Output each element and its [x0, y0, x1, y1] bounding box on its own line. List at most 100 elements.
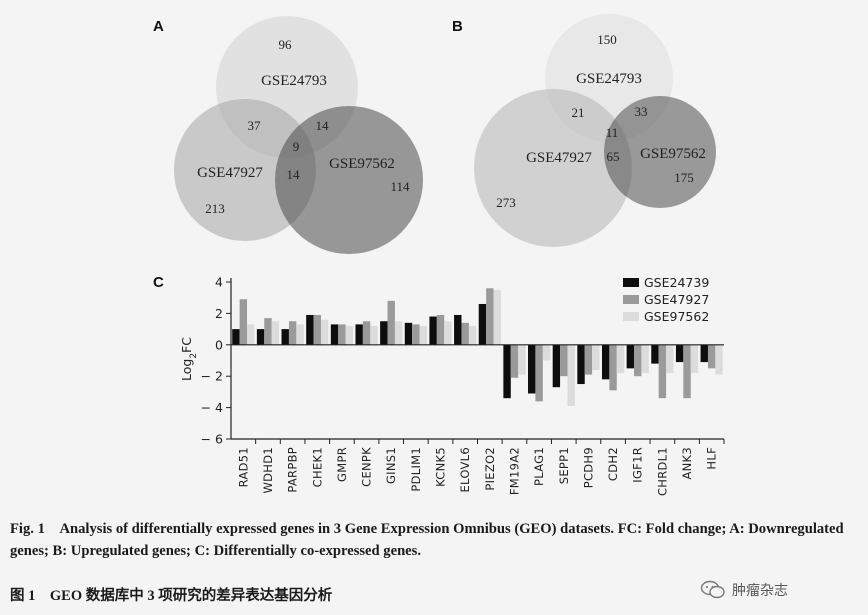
- y-tick-label: 2: [215, 306, 223, 321]
- figure-caption: Fig. 1 Analysis of differentially expres…: [10, 518, 862, 562]
- panel-label-c: C: [153, 274, 164, 291]
- bar-gse97562-chek1: [320, 319, 329, 345]
- watermark: 肿瘤杂志: [700, 577, 788, 603]
- bar-gse24739-cdh2: [601, 344, 610, 380]
- bar-gse47927-elovl6: [461, 322, 469, 345]
- caption-fig-label: Fig. 1: [10, 521, 45, 537]
- venn-a-count-24793-only: 96: [279, 37, 293, 52]
- legend-label-gse97562: GSE97562: [644, 309, 709, 324]
- venn-a-count-97562-only: 114: [390, 179, 410, 194]
- venn-a-count-24793-97562: 14: [316, 118, 330, 133]
- bar-gse97562-kcnk5: [444, 321, 452, 345]
- bar-gse24739-piezo2: [478, 303, 487, 345]
- bar-gse97562-igf1r: [641, 344, 649, 374]
- bar-gse47927-gins1: [387, 300, 395, 345]
- bar-gse97562-hlf: [715, 344, 723, 375]
- bar-gse97562-fm19a2: [518, 344, 526, 375]
- venn-a-label-gse97562: GSE97562: [329, 156, 395, 172]
- bar-gse24739-parpbp: [281, 329, 289, 345]
- bar-gse47927-parpbp: [288, 321, 297, 345]
- bar-gse97562-piezo2: [493, 289, 501, 345]
- bar-gse97562-parpbp: [296, 324, 304, 345]
- bar-gse47927-chrdl1: [658, 344, 667, 399]
- bar-gse97562-ank3: [690, 344, 699, 374]
- bar-gse47927-wdhd1: [264, 318, 272, 345]
- legend-swatch-gse97562: [623, 312, 639, 321]
- venn-a-count-47927-only: 213: [205, 201, 225, 216]
- bar-gse47927-sepp1: [560, 344, 568, 377]
- legend-label-gse47927: GSE47927: [644, 292, 709, 307]
- y-tick-label: − 6: [201, 432, 223, 447]
- bar-gse24739-hlf: [700, 344, 708, 363]
- bar-gse47927-fm19a2: [510, 344, 519, 378]
- venn-b-count-47927-97562: 65: [607, 149, 620, 164]
- bar-gse47927-cenpk: [362, 321, 371, 345]
- y-tick-label: 0: [215, 337, 223, 352]
- venn-a-label-gse47927: GSE47927: [197, 165, 263, 181]
- caption-text: Analysis of differentially expressed gen…: [10, 521, 844, 559]
- bar-gse24739-wdhd1: [256, 329, 265, 345]
- venn-a-count-all: 9: [293, 139, 300, 154]
- venn-a-count-24793-47927: 37: [248, 118, 262, 133]
- x-tick-label-piezo2: PIEZO2: [483, 447, 497, 491]
- bar-gse24739-gmpr: [330, 324, 339, 345]
- x-tick-label-hlf: HLF: [705, 447, 719, 470]
- bar-gse47927-piezo2: [486, 288, 494, 345]
- bar-gse97562-elovl6: [468, 325, 477, 345]
- bar-gse97562-cdh2: [616, 344, 625, 374]
- bar-gse97562-pdlim1: [419, 325, 427, 345]
- bar-gse47927-cdh2: [609, 344, 617, 391]
- bar-gse97562-wdhd1: [271, 321, 280, 345]
- wechat-icon: [700, 580, 725, 599]
- legend-swatch-gse47927: [623, 295, 639, 304]
- x-tick-label-wdhd1: WDHD1: [261, 447, 275, 494]
- x-tick-label-fm19a2: FM19A2: [508, 447, 522, 495]
- bar-gse24739-chrdl1: [651, 344, 659, 364]
- x-tick-label-sepp1: SEPP1: [557, 447, 571, 484]
- venn-b-label-gse97562: GSE97562: [640, 146, 706, 162]
- y-tick-label: − 2: [201, 369, 223, 384]
- venn-diagram-b: B GSE24793 GSE47927 GSE97562 150 273 175…: [452, 14, 716, 247]
- bar-gse97562-chrdl1: [666, 344, 674, 374]
- y-axis-label-sub: 2: [189, 353, 199, 359]
- bar-gse24739-fm19a2: [503, 344, 511, 399]
- bar-gse97562-cenpk: [370, 325, 378, 345]
- legend-label-gse24739: GSE24739: [644, 275, 709, 290]
- panel-label-b: B: [452, 18, 463, 35]
- x-tick-label-kcnk5: KCNK5: [434, 447, 448, 487]
- bar-gse24739-pcdh9: [577, 344, 585, 385]
- x-tick-label-gins1: GINS1: [384, 447, 398, 484]
- bar-gse47927-pcdh9: [584, 344, 593, 375]
- bar-gse47927-chek1: [313, 314, 321, 345]
- bar-gse24739-kcnk5: [429, 316, 437, 345]
- x-tick-label-rad51: RAD51: [236, 447, 250, 487]
- x-tick-label-igf1r: IGF1R: [631, 447, 645, 483]
- bar-gse24739-cenpk: [355, 324, 363, 345]
- venn-b-count-24793-only: 150: [597, 32, 617, 47]
- bar-gse47927-hlf: [707, 344, 716, 369]
- venn-b-count-24793-97562: 33: [635, 104, 648, 119]
- venn-b-count-all: 11: [606, 125, 619, 140]
- x-tick-label-pcdh9: PCDH9: [581, 447, 595, 488]
- caption-cn-label: 图 1: [10, 588, 36, 604]
- y-axis-label: Log2FC: [179, 337, 199, 381]
- bar-gse47927-gmpr: [338, 324, 346, 345]
- y-tick-label: − 4: [201, 400, 223, 415]
- bar-gse47927-kcnk5: [436, 314, 445, 345]
- figure-canvas: A GSE24793 GSE47927 GSE97562 96 213 11 4 …: [153, 14, 725, 496]
- venn-b-circle-gse47927: [474, 89, 632, 247]
- bar-chart-c: C Log2FC 4 2 0 − 2 − 4 − 6 RAD51 WDHD1 PARPBP CHE…: [153, 274, 725, 496]
- bar-gse24739-rad51: [232, 329, 240, 345]
- venn-a-count-47927-97562: 14: [287, 167, 301, 182]
- bar-gse97562-rad51: [247, 324, 255, 345]
- x-tick-label-chek1: CHEK1: [310, 447, 324, 487]
- bar-gse97562-plag1: [542, 344, 551, 361]
- bar-gse47927-pdlim1: [412, 324, 420, 345]
- bar-gse97562-sepp1: [567, 344, 575, 407]
- venn-b-label-gse24793: GSE24793: [576, 71, 642, 87]
- bar-gse24739-igf1r: [626, 344, 635, 369]
- venn-b-count-97562-only: 175: [674, 170, 694, 185]
- bar-gse24739-elovl6: [454, 314, 462, 345]
- watermark-text: 肿瘤杂志: [732, 583, 788, 599]
- y-axis-label-suffix: FC: [179, 337, 194, 353]
